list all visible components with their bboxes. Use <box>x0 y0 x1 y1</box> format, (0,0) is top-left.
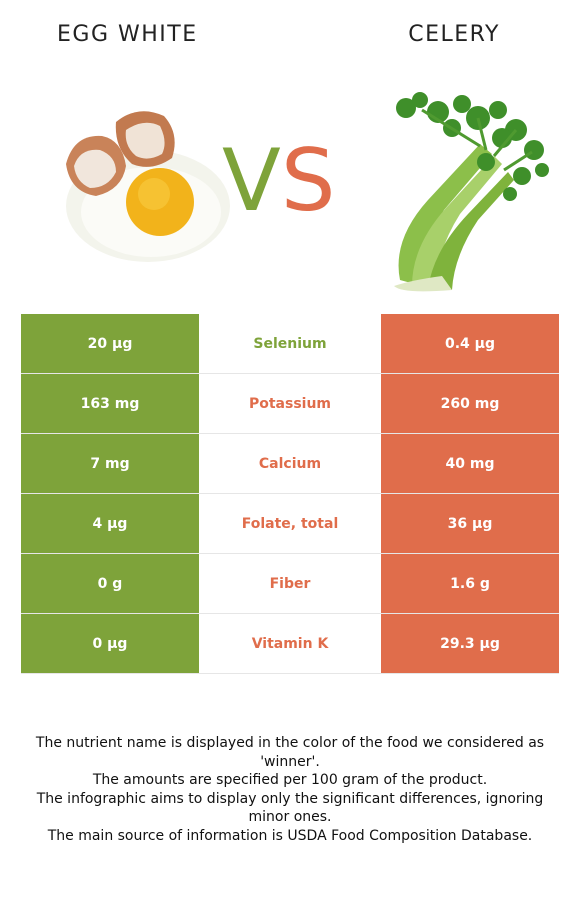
nutrient-name: Selenium <box>199 314 381 374</box>
left-value: 0 µg <box>21 613 199 674</box>
nutrient-name: Fiber <box>199 553 381 614</box>
vs-label: VS <box>222 138 335 224</box>
vs-s: S <box>280 131 336 231</box>
nutrient-name: Calcium <box>199 433 381 494</box>
right-value: 260 mg <box>381 373 559 434</box>
left-value: 4 µg <box>21 493 199 554</box>
comparison-table: 20 µg Selenium 0.4 µg 163 mg Potassium 260 mg… <box>21 314 559 674</box>
right-value: 0.4 µg <box>381 314 559 374</box>
nutrient-name: Folate, total <box>199 493 381 554</box>
footer-notes: The nutrient name is displayed in the co… <box>18 734 562 845</box>
celery-image <box>394 92 549 292</box>
table-row: 0 µg Vitamin K 29.3 µg <box>21 613 559 674</box>
right-food-title: CELERY <box>408 22 500 47</box>
footer-line: The nutrient name is displayed in the co… <box>35 735 545 770</box>
footer-line: The infographic aims to display only the… <box>36 790 544 826</box>
nutrient-name: Potassium <box>199 373 381 434</box>
footer-line: The main source of information is USDA F… <box>47 827 533 844</box>
table-row: 20 µg Selenium 0.4 µg <box>21 314 559 374</box>
egg-image <box>66 111 230 262</box>
nutrient-name: Vitamin K <box>199 613 381 674</box>
right-value: 1.6 g <box>381 553 559 614</box>
right-value: 29.3 µg <box>381 613 559 674</box>
right-value: 40 mg <box>381 433 559 494</box>
table-row: 4 µg Folate, total 36 µg <box>21 493 559 554</box>
vs-v: V <box>222 131 281 231</box>
left-value: 0 g <box>21 553 199 614</box>
right-value: 36 µg <box>381 493 559 554</box>
left-value: 163 mg <box>21 373 199 434</box>
footer-line: The amounts are specified per 100 gram o… <box>92 772 488 788</box>
left-value: 7 mg <box>21 433 199 494</box>
left-value: 20 µg <box>21 314 199 374</box>
left-food-title: EGG WHITE <box>57 22 198 47</box>
table-row: 0 g Fiber 1.6 g <box>21 553 559 614</box>
table-row: 163 mg Potassium 260 mg <box>21 373 559 434</box>
table-row: 7 mg Calcium 40 mg <box>21 433 559 494</box>
